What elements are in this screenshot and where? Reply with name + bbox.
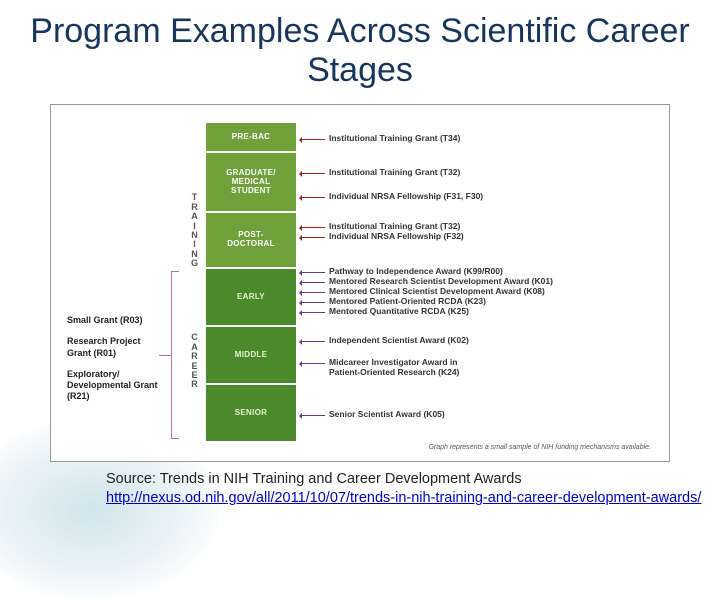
award-arrow (301, 197, 325, 198)
award-arrow (301, 312, 325, 313)
award-arrow (301, 173, 325, 174)
grants-list: Small Grant (R03) Research Project Grant … (67, 315, 167, 413)
award-label: Individual NRSA Fellowship (F31, F30) (329, 192, 483, 202)
award-arrow (301, 363, 325, 364)
award-arrow (301, 302, 325, 303)
grants-bracket (171, 271, 179, 439)
vertical-label-training: TRAINING (189, 193, 201, 269)
award-label: Senior Scientist Award (K05) (329, 410, 445, 420)
stage-early: EARLY (206, 269, 296, 325)
award-label: Independent Scientist Award (K02) (329, 336, 469, 346)
stage-grad: GRADUATE/MEDICALSTUDENT (206, 153, 296, 211)
grant-item: Research Project Grant (R01) (67, 336, 167, 359)
award-arrow (301, 282, 325, 283)
award-arrow (301, 341, 325, 342)
award-label: Institutional Training Grant (T32) (329, 168, 460, 178)
source-text: Source: Trends in NIH Training and Caree… (106, 471, 522, 487)
award-label: Midcareer Investigator Award inPatient-O… (329, 358, 459, 378)
award-arrow (301, 272, 325, 273)
award-label: Mentored Quantitative RCDA (K25) (329, 307, 469, 317)
grant-item: Small Grant (R03) (67, 315, 167, 326)
award-arrow (301, 292, 325, 293)
stage-prebac: PRE-BAC (206, 123, 296, 151)
stage-senior: SENIOR (206, 385, 296, 441)
diagram-footnote: Graph represents a small sample of NIH f… (428, 444, 651, 451)
page-title: Program Examples Across Scientific Caree… (0, 0, 720, 98)
diagram: TRAINING CAREER PRE-BACGRADUATE/MEDICALS… (61, 115, 659, 455)
stage-middle: MIDDLE (206, 327, 296, 383)
vertical-label-career: CAREER (189, 333, 201, 390)
stage-postdoc: POST-DOCTORAL (206, 213, 296, 267)
award-label: Institutional Training Grant (T34) (329, 134, 460, 144)
diagram-frame: TRAINING CAREER PRE-BACGRADUATE/MEDICALS… (50, 104, 670, 462)
award-label: Individual NRSA Fellowship (F32) (329, 232, 464, 242)
source-link[interactable]: http://nexus.od.nih.gov/all/2011/10/07/t… (106, 490, 701, 506)
grant-item: Exploratory/Developmental Grant (R21) (67, 369, 167, 403)
source-citation: Source: Trends in NIH Training and Caree… (106, 470, 720, 508)
award-arrow (301, 237, 325, 238)
award-arrow (301, 227, 325, 228)
award-arrow (301, 415, 325, 416)
award-arrow (301, 139, 325, 140)
